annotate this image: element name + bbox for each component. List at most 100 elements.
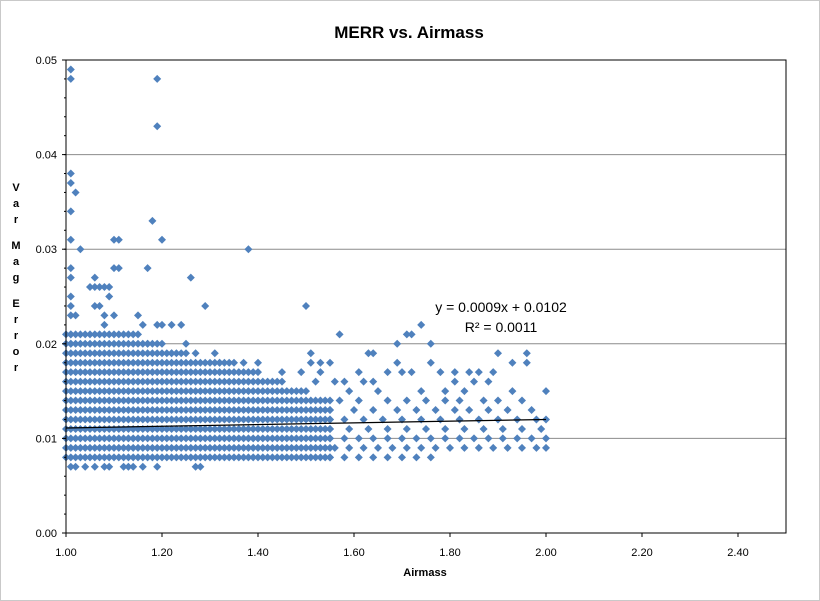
data-point [66, 292, 75, 301]
data-point [134, 453, 142, 462]
data-point [71, 387, 80, 396]
data-point [383, 434, 392, 443]
data-point [191, 368, 200, 377]
data-point [66, 74, 75, 83]
data-point [95, 415, 104, 424]
data-point [134, 406, 142, 415]
data-point [182, 453, 190, 462]
data-point [129, 387, 138, 396]
trendline-equation: y = 0.0009x + 0.0102 [435, 299, 567, 315]
data-point [191, 462, 200, 471]
data-point [105, 453, 114, 462]
data-point [249, 415, 258, 424]
plot-border [65, 59, 787, 534]
data-point [100, 434, 109, 443]
data-point [153, 387, 162, 396]
data-point [81, 387, 90, 396]
data-point [162, 377, 171, 386]
data-point [105, 339, 114, 348]
data-point [206, 415, 214, 424]
data-point [215, 453, 224, 462]
data-point [81, 406, 90, 415]
data-point [364, 424, 373, 433]
data-point [162, 349, 171, 358]
data-point [268, 434, 277, 443]
data-point [354, 396, 363, 405]
data-point [167, 396, 176, 405]
data-point [513, 434, 522, 443]
data-point [210, 406, 219, 415]
data-point [182, 434, 190, 443]
data-point [230, 406, 238, 415]
y-axis-title-char: E [12, 298, 19, 310]
data-point [220, 387, 229, 396]
data-point [167, 434, 176, 443]
data-point [263, 377, 272, 386]
data-point [172, 358, 181, 367]
data-point [110, 415, 118, 424]
data-point [172, 368, 181, 377]
data-point [234, 377, 243, 386]
data-point [220, 396, 229, 405]
data-point [268, 424, 277, 433]
data-point [225, 368, 234, 377]
data-point [460, 424, 469, 433]
data-point [172, 406, 181, 415]
data-point [167, 443, 176, 452]
data-point [321, 424, 330, 433]
data-point [129, 330, 138, 339]
data-point [316, 453, 325, 462]
data-point [177, 349, 186, 358]
data-point [71, 453, 80, 462]
data-point [225, 358, 234, 367]
data-point [105, 283, 114, 292]
data-point [138, 377, 147, 386]
data-point [369, 406, 378, 415]
data-point [273, 443, 282, 452]
data-point [210, 368, 219, 377]
data-point [225, 434, 234, 443]
data-point [134, 415, 142, 424]
data-point [402, 424, 411, 433]
data-point [158, 339, 166, 348]
x-tick-label: 1.00 [55, 547, 76, 559]
data-point [138, 443, 147, 452]
data-point [326, 443, 334, 452]
data-point [417, 320, 426, 329]
data-point [110, 358, 118, 367]
data-point [105, 434, 114, 443]
data-point [278, 424, 286, 433]
axis-ticks: 0.00 0.01 0.02 0.03 0.04 0.05 1.00 1.20 1.40 1.60… [36, 55, 749, 559]
data-point [234, 396, 243, 405]
data-point [292, 424, 301, 433]
data-point [110, 396, 118, 405]
y-axis-title-char: a [13, 256, 20, 268]
data-point [494, 396, 502, 405]
data-point [383, 453, 392, 462]
data-point [95, 377, 104, 386]
data-point [484, 406, 493, 415]
data-point [191, 358, 200, 367]
data-point [138, 387, 147, 396]
data-point [100, 320, 109, 329]
data-point [124, 330, 133, 339]
data-point [86, 368, 94, 377]
data-point [177, 443, 186, 452]
data-point [230, 368, 238, 377]
data-point [239, 358, 248, 367]
data-point [158, 443, 166, 452]
data-point [302, 434, 310, 443]
data-point [81, 358, 90, 367]
data-point [129, 443, 138, 452]
data-point [158, 396, 166, 405]
data-point [326, 406, 334, 415]
data-point [95, 443, 104, 452]
data-point [191, 443, 200, 452]
data-point [119, 349, 128, 358]
data-point [321, 406, 330, 415]
y-tick-label: 0.01 [36, 433, 57, 445]
data-point [258, 396, 267, 405]
data-point [110, 453, 118, 462]
data-point [90, 453, 99, 462]
data-point [95, 330, 104, 339]
